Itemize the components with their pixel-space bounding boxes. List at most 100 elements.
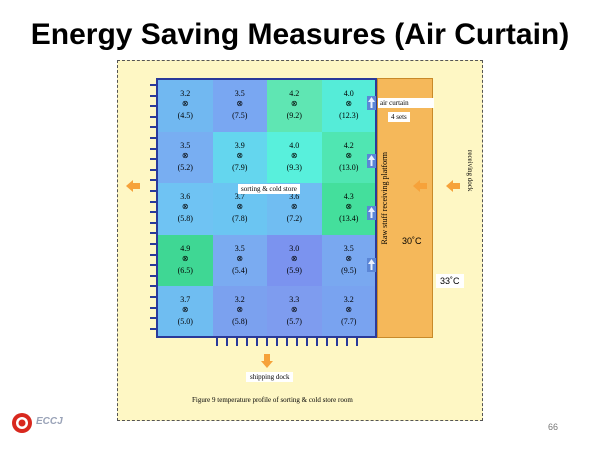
temperature-cell: 3.5 ⊗ (5.4) bbox=[212, 234, 267, 287]
wall-tick bbox=[150, 253, 157, 256]
air-curtain-label: air curtain bbox=[378, 98, 434, 108]
door-tick bbox=[246, 338, 248, 346]
sensor-icon: ⊗ bbox=[236, 202, 244, 212]
wall-tick bbox=[150, 327, 157, 330]
sensor-icon: ⊗ bbox=[181, 150, 189, 160]
cell-reading-bracket: (13.4) bbox=[339, 214, 359, 224]
cell-reading-bracket: (13.0) bbox=[339, 162, 359, 172]
cell-temperature: 3.2 bbox=[343, 295, 354, 305]
wall-tick bbox=[150, 306, 157, 309]
cell-reading-bracket: (9.2) bbox=[286, 111, 302, 120]
page-number: 66 bbox=[548, 422, 559, 432]
zone-label: sorting & cold store bbox=[238, 184, 300, 194]
slide-title: Energy Saving Measures (Air Curtain) bbox=[30, 18, 570, 51]
sensor-icon: ⊗ bbox=[236, 99, 244, 108]
eccj-logo-icon bbox=[12, 413, 32, 433]
door-tick bbox=[306, 338, 308, 346]
wall-tick bbox=[150, 147, 157, 150]
cell-reading-bracket: (9.5) bbox=[341, 265, 357, 275]
sensor-icon: ⊗ bbox=[290, 150, 298, 160]
cold-store-room-outline bbox=[156, 78, 377, 338]
cell-temperature: 4.2 bbox=[289, 89, 300, 98]
outside-temperature: 33˚C bbox=[436, 274, 464, 288]
wall-tick bbox=[150, 211, 157, 214]
wall-tick bbox=[150, 115, 157, 118]
air-curtain-icon bbox=[367, 96, 376, 110]
sensor-icon: ⊗ bbox=[181, 202, 189, 212]
door-tick bbox=[216, 338, 218, 346]
wall-tick bbox=[150, 137, 157, 139]
door-tick bbox=[226, 338, 228, 346]
sensor-icon: ⊗ bbox=[181, 99, 189, 108]
temperature-cell: 4.2 ⊗ (9.2) bbox=[267, 80, 322, 132]
cell-reading-bracket: (7.7) bbox=[341, 317, 357, 327]
cell-reading-bracket: (7.8) bbox=[232, 214, 248, 224]
sensor-icon: ⊗ bbox=[236, 253, 244, 263]
sensor-icon: ⊗ bbox=[181, 253, 189, 263]
sensor-icon: ⊗ bbox=[290, 253, 298, 263]
wall-tick bbox=[150, 221, 157, 224]
temperature-cell: 3.7 ⊗ (5.0) bbox=[158, 286, 213, 338]
sensor-icon: ⊗ bbox=[290, 99, 298, 108]
temperature-cell: 3.3 ⊗ (5.7) bbox=[267, 286, 322, 338]
cell-reading-bracket: (9.3) bbox=[286, 162, 302, 172]
temperature-cell: 4.9 ⊗ (6.5) bbox=[158, 234, 213, 287]
cell-temperature: 4.3 bbox=[343, 192, 354, 202]
cell-reading-bracket: (12.3) bbox=[339, 111, 359, 120]
platform-label: Raw stuff receiving platform bbox=[380, 152, 389, 245]
cell-temperature: 3.9 bbox=[234, 140, 245, 150]
air-curtain-count: 4 sets bbox=[388, 112, 410, 122]
temperature-cell: 3.2 ⊗ (5.8) bbox=[212, 286, 267, 338]
wall-tick bbox=[150, 94, 157, 97]
door-tick bbox=[316, 338, 318, 346]
cell-reading-bracket: (5.8) bbox=[232, 317, 248, 327]
sensor-icon: ⊗ bbox=[345, 253, 353, 263]
receiving-dock-label: receiving dock bbox=[466, 150, 474, 192]
cell-reading-bracket: (5.8) bbox=[177, 214, 193, 224]
cell-temperature: 4.9 bbox=[180, 243, 191, 253]
sensor-icon: ⊗ bbox=[236, 150, 244, 160]
door-tick bbox=[346, 338, 348, 346]
sensor-icon: ⊗ bbox=[345, 202, 353, 212]
sensor-icon: ⊗ bbox=[345, 305, 353, 315]
cell-reading-bracket: (6.5) bbox=[177, 265, 193, 275]
wall-tick bbox=[150, 190, 157, 192]
sensor-icon: ⊗ bbox=[290, 305, 298, 315]
door-tick bbox=[286, 338, 288, 346]
wall-tick bbox=[150, 264, 157, 267]
sensor-icon: ⊗ bbox=[181, 305, 189, 315]
door-tick bbox=[276, 338, 278, 346]
shipping-dock-label: shipping dock bbox=[246, 372, 294, 382]
cell-temperature: 3.5 bbox=[180, 140, 191, 150]
wall-tick bbox=[150, 243, 157, 245]
left-arrow-icon bbox=[446, 180, 460, 192]
wall-tick bbox=[150, 105, 157, 108]
wall-tick bbox=[150, 274, 157, 277]
door-tick bbox=[336, 338, 338, 346]
temperature-cell: 4.0 ⊗ (12.3) bbox=[321, 80, 376, 132]
temperature-cell: 3.6 ⊗ (5.8) bbox=[158, 183, 213, 235]
cell-reading-bracket: (5.2) bbox=[177, 162, 193, 172]
platform-temperature: 30˚C bbox=[402, 236, 422, 246]
figure-caption: Figure 9 temperature profile of sorting … bbox=[192, 396, 353, 404]
cell-reading-bracket: (5.0) bbox=[177, 317, 193, 327]
cell-reading-bracket: (5.7) bbox=[286, 317, 302, 327]
wall-tick bbox=[150, 296, 157, 298]
cell-temperature: 3.0 bbox=[289, 243, 300, 253]
door-tick bbox=[356, 338, 358, 346]
wall-tick bbox=[150, 126, 157, 129]
cell-temperature: 3.3 bbox=[289, 295, 300, 305]
air-curtain-icon bbox=[367, 206, 376, 220]
cell-temperature: 3.6 bbox=[289, 192, 300, 202]
sensor-icon: ⊗ bbox=[345, 150, 353, 160]
door-tick bbox=[236, 338, 238, 346]
door-tick bbox=[296, 338, 298, 346]
sensor-icon: ⊗ bbox=[236, 305, 244, 315]
cell-reading-bracket: (4.5) bbox=[177, 111, 193, 120]
cell-temperature: 4.0 bbox=[343, 89, 354, 98]
temperature-cell: 3.5 ⊗ (7.5) bbox=[212, 80, 267, 132]
temperature-cell: 4.2 ⊗ (13.0) bbox=[321, 131, 376, 184]
wall-tick bbox=[150, 317, 157, 320]
left-arrow-icon bbox=[126, 180, 140, 192]
cell-temperature: 3.7 bbox=[234, 192, 245, 202]
